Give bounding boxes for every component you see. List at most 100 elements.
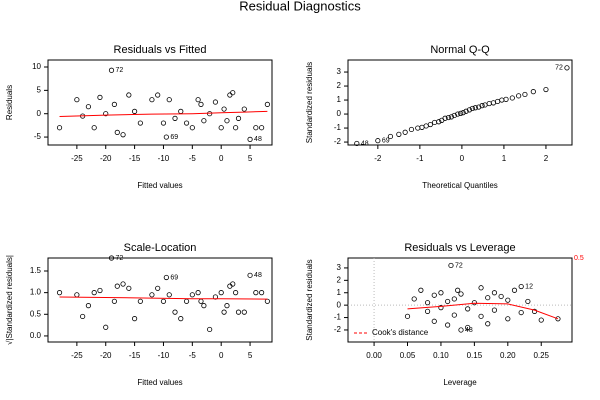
plot-frame xyxy=(47,59,273,146)
x-tick-label: 2 xyxy=(544,154,549,163)
point xyxy=(505,316,511,322)
point xyxy=(511,287,518,293)
point xyxy=(455,287,461,293)
point xyxy=(241,106,247,112)
point xyxy=(74,97,80,103)
point xyxy=(235,309,242,315)
smooth-line xyxy=(59,110,268,118)
x-tick-label: -1 xyxy=(416,154,424,163)
point xyxy=(438,305,444,311)
x-tick-label: -10 xyxy=(158,154,170,163)
point xyxy=(224,303,230,309)
point xyxy=(207,111,213,117)
point xyxy=(387,133,394,140)
point xyxy=(241,309,247,315)
point xyxy=(445,298,451,305)
point xyxy=(91,290,97,296)
point xyxy=(458,291,464,297)
y-axis-label: √|Standardized residuals| xyxy=(5,255,14,345)
point xyxy=(189,292,195,298)
point xyxy=(247,272,253,278)
point-label: 72 xyxy=(555,65,563,72)
point xyxy=(120,281,126,287)
point xyxy=(518,309,524,316)
point xyxy=(56,290,63,296)
x-tick-label: 0.05 xyxy=(400,351,416,360)
point xyxy=(74,292,80,298)
x-axis-label: Fitted values xyxy=(137,181,182,190)
point xyxy=(111,298,117,304)
point xyxy=(396,131,402,137)
point xyxy=(465,324,471,331)
point xyxy=(227,92,233,98)
point-label: 48 xyxy=(465,327,473,334)
point xyxy=(201,118,207,124)
point xyxy=(195,97,201,103)
point xyxy=(207,326,213,333)
point xyxy=(516,93,522,99)
y-tick-label: -1 xyxy=(334,313,342,322)
point xyxy=(485,295,491,301)
point xyxy=(478,285,484,291)
point xyxy=(525,298,531,305)
x-tick-label: -15 xyxy=(129,154,141,163)
point xyxy=(233,125,239,131)
point xyxy=(402,129,408,135)
x-tick-label: 0.25 xyxy=(533,351,549,360)
y-tick-label: 2 xyxy=(337,275,342,284)
legend-label: Cook's distance xyxy=(372,328,429,337)
point xyxy=(451,312,457,318)
point xyxy=(509,95,515,101)
point xyxy=(469,105,475,112)
point xyxy=(218,290,224,296)
y-tick-label: 0 xyxy=(337,109,342,118)
x-tick-label: 5 xyxy=(248,351,253,360)
panel-title: Normal Q-Q xyxy=(430,44,490,56)
y-tick-label: 0.5 xyxy=(30,309,42,318)
point xyxy=(253,290,259,296)
point xyxy=(538,317,544,323)
y-axis-label: Standardized residuals xyxy=(305,259,314,340)
x-tick-label: -20 xyxy=(100,351,112,360)
point xyxy=(163,134,169,140)
x-tick-label: -5 xyxy=(189,351,197,360)
point xyxy=(264,298,270,304)
point xyxy=(247,136,253,142)
point xyxy=(427,121,433,128)
x-tick-label: -25 xyxy=(71,154,83,163)
point xyxy=(411,296,417,302)
x-axis-label: Leverage xyxy=(443,378,477,387)
point xyxy=(472,105,478,111)
x-tick-label: 5 xyxy=(248,154,253,163)
point xyxy=(490,100,497,106)
point xyxy=(201,303,207,309)
point xyxy=(166,292,172,298)
point xyxy=(522,91,528,98)
point xyxy=(195,290,201,296)
point xyxy=(424,308,431,314)
point xyxy=(465,306,471,312)
point xyxy=(431,318,437,324)
plot-frame xyxy=(347,257,573,343)
point xyxy=(408,126,415,133)
point xyxy=(451,112,457,119)
point xyxy=(85,303,92,309)
point-label: 48 xyxy=(361,140,369,147)
x-tick-label: -5 xyxy=(189,154,197,163)
main-title: Residual Diagnostics xyxy=(239,0,361,13)
y-tick-label: -2 xyxy=(334,325,342,334)
point xyxy=(463,108,469,114)
x-tick-label: 0.00 xyxy=(366,351,382,360)
point xyxy=(120,132,126,138)
point xyxy=(498,293,504,300)
point xyxy=(259,290,265,296)
point xyxy=(253,125,259,131)
point xyxy=(178,316,184,322)
point xyxy=(354,140,360,147)
point xyxy=(155,285,161,291)
y-tick-label: 2 xyxy=(337,81,342,90)
y-tick-label: 3 xyxy=(337,263,342,272)
smooth-line xyxy=(407,302,559,320)
point xyxy=(91,125,97,131)
